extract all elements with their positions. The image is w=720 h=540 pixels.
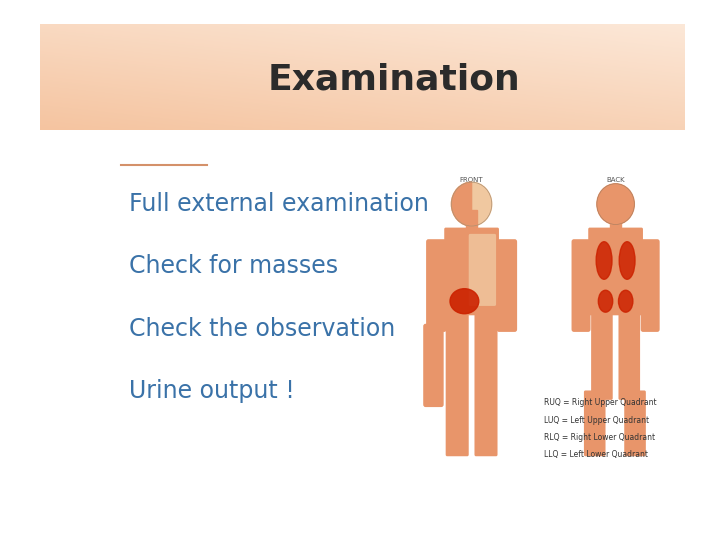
- Ellipse shape: [618, 291, 633, 312]
- Text: Full external examination: Full external examination: [129, 192, 429, 216]
- Ellipse shape: [596, 242, 612, 279]
- FancyBboxPatch shape: [423, 324, 444, 407]
- Circle shape: [597, 184, 634, 225]
- Circle shape: [451, 182, 492, 226]
- FancyBboxPatch shape: [469, 234, 496, 306]
- FancyBboxPatch shape: [497, 239, 517, 332]
- Text: Check the observation: Check the observation: [129, 317, 395, 341]
- FancyBboxPatch shape: [584, 390, 606, 456]
- Wedge shape: [451, 182, 472, 226]
- Text: BACK: BACK: [606, 178, 625, 184]
- Text: RUQ = Right Upper Quadrant: RUQ = Right Upper Quadrant: [544, 399, 656, 407]
- FancyBboxPatch shape: [474, 312, 498, 456]
- Text: RLQ = Right Lower Quadrant: RLQ = Right Lower Quadrant: [544, 433, 654, 442]
- FancyBboxPatch shape: [618, 312, 640, 400]
- Text: Urine output !: Urine output !: [129, 379, 295, 403]
- Text: Examination: Examination: [268, 62, 521, 96]
- FancyBboxPatch shape: [572, 239, 590, 332]
- Text: LUQ = Left Upper Quadrant: LUQ = Left Upper Quadrant: [544, 416, 649, 424]
- FancyBboxPatch shape: [591, 312, 613, 400]
- Ellipse shape: [598, 291, 613, 312]
- FancyBboxPatch shape: [426, 239, 446, 332]
- Text: Check for masses: Check for masses: [129, 254, 338, 279]
- FancyBboxPatch shape: [446, 312, 469, 456]
- Ellipse shape: [619, 242, 635, 279]
- Text: LLQ = Left Lower Quadrant: LLQ = Left Lower Quadrant: [544, 450, 647, 459]
- Text: FRONT: FRONT: [460, 178, 483, 184]
- FancyBboxPatch shape: [624, 390, 646, 456]
- FancyBboxPatch shape: [444, 228, 499, 315]
- Ellipse shape: [450, 289, 479, 314]
- FancyBboxPatch shape: [588, 228, 643, 315]
- FancyBboxPatch shape: [641, 239, 660, 332]
- Bar: [466, 211, 477, 229]
- Bar: [610, 211, 621, 229]
